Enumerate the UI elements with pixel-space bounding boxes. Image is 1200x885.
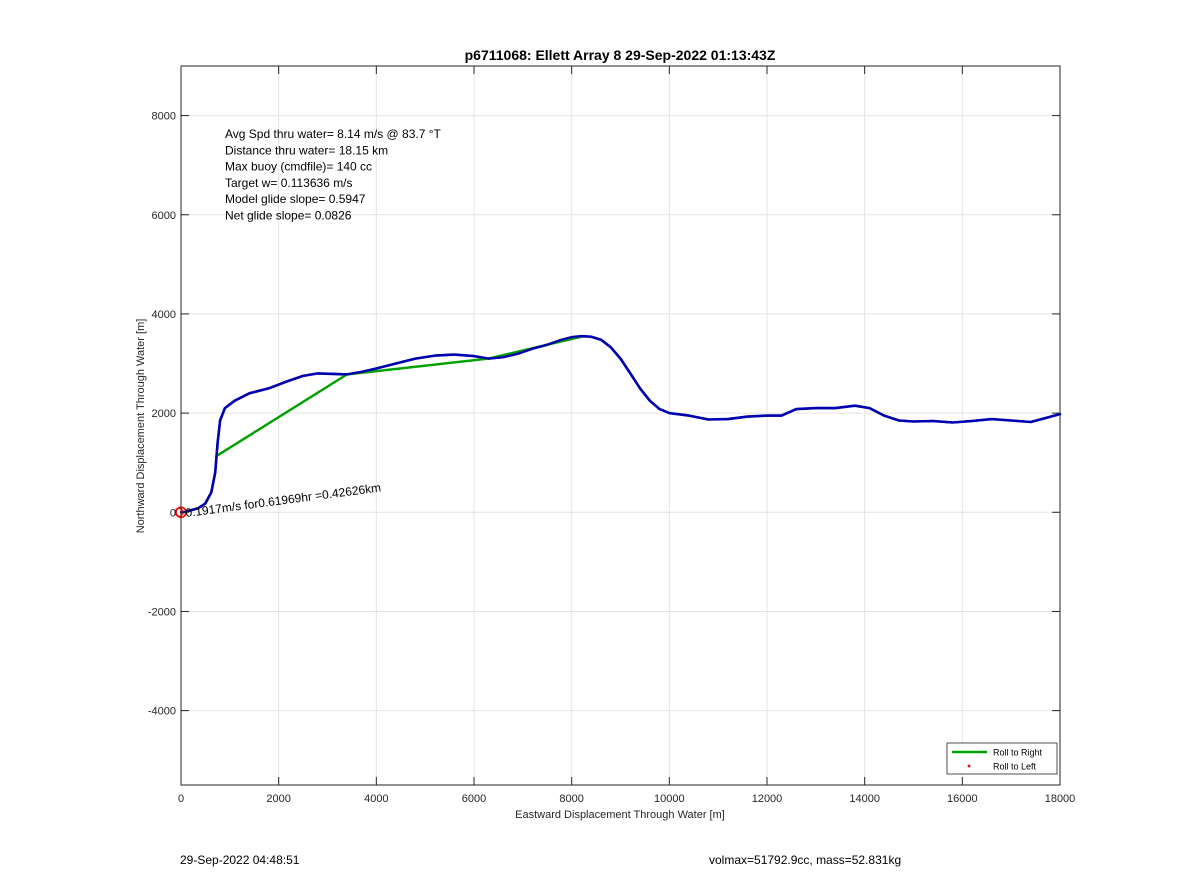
y-tick-label: -2000 — [148, 606, 176, 618]
legend-swatch-dot — [967, 764, 971, 768]
x-tick-label: 18000 — [1045, 793, 1076, 805]
x-tick-label: 2000 — [266, 793, 290, 805]
footer-volmax-mass: volmax=51792.9cc, mass=52.831kg — [709, 853, 902, 867]
tick-labels: 0 2000 4000 6000 8000 10000 12000 14000 16000 180… — [148, 111, 1075, 805]
series-group — [174, 334, 1062, 519]
x-tick-label: 14000 — [849, 793, 880, 805]
slanted-speed-label: 0.1917m/s for0.61969hr =0.42626km — [185, 480, 382, 520]
legend-box — [946, 742, 1058, 775]
x-tick-label: 8000 — [559, 793, 583, 805]
x-tick-label: 0 — [178, 793, 184, 805]
legend-label: Roll to Left — [993, 762, 1037, 772]
roll-to-right-series — [216, 335, 583, 457]
x-tick-label: 10000 — [654, 793, 685, 805]
legend: Roll to Right Roll to Left — [946, 742, 1058, 775]
annotation-block: Avg Spd thru water= 8.14 m/s @ 83.7 °T Di… — [225, 127, 442, 223]
legend-label: Roll to Right — [993, 748, 1043, 758]
y-tick-label: 4000 — [152, 309, 176, 321]
annotation-line: Distance thru water= 18.15 km — [225, 143, 388, 157]
axes — [180, 65, 1061, 786]
footer-timestamp: 29-Sep-2022 04:48:51 — [180, 853, 300, 867]
x-tick-label: 4000 — [364, 793, 388, 805]
y-tick-label: 6000 — [152, 210, 176, 222]
annotation-line: Avg Spd thru water= 8.14 m/s @ 83.7 °T — [225, 127, 442, 141]
y-tick-label: 8000 — [152, 111, 176, 123]
y-tick-label: -4000 — [148, 706, 176, 718]
annotation-line: Net glide slope= 0.0826 — [225, 209, 352, 223]
track-line-overlay — [180, 335, 1061, 514]
x-tick-label: 12000 — [752, 793, 783, 805]
x-tick-label: 6000 — [462, 793, 486, 805]
track-line-series — [179, 334, 1062, 514]
annotation-line: Target w= 0.113636 m/s — [225, 176, 353, 190]
y-tick-label: 0 — [170, 507, 176, 519]
grid — [180, 66, 1061, 785]
chart-title: p6711068: Ellett Array 8 29-Sep-2022 01:… — [465, 47, 776, 63]
x-tick-label: 16000 — [947, 793, 978, 805]
y-axis-label: Northward Displacement Through Water [m] — [135, 319, 147, 534]
plot-frame — [180, 65, 1061, 786]
x-axis-label: Eastward Displacement Through Water [m] — [515, 809, 725, 821]
y-tick-label: 2000 — [152, 408, 176, 420]
annotation-line: Max buoy (cmdfile)= 140 cc — [225, 160, 372, 174]
annotation-line: Model glide slope= 0.5947 — [225, 192, 366, 206]
